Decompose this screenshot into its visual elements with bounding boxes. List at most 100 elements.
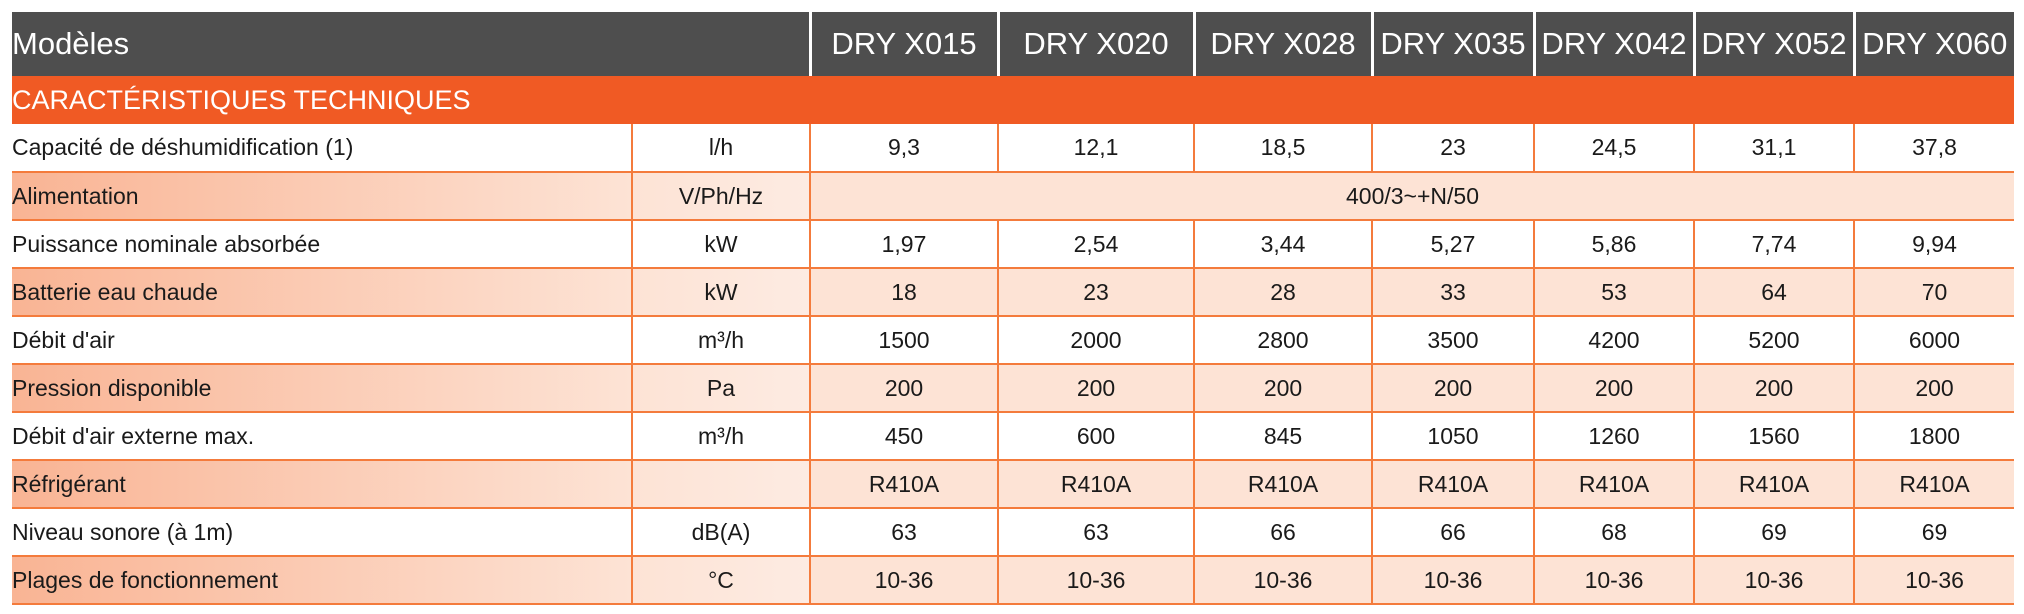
cell-value-span: 400/3~+N/50: [809, 172, 2014, 221]
cell-value: 200: [809, 364, 998, 413]
row-label: Réfrigérant: [12, 460, 632, 509]
cell-value: 5,86: [1533, 220, 1694, 269]
row-label: Plages de fonctionnement: [12, 556, 632, 605]
row-unit: V/Ph/Hz: [631, 172, 810, 221]
cell-value: 1260: [1533, 412, 1694, 461]
header-model: DRY X035: [1370, 12, 1534, 76]
cell-value: R410A: [1371, 460, 1534, 509]
cell-value: 12,1: [997, 124, 1194, 173]
header-model: DRY X015: [808, 12, 998, 76]
cell-value: 31,1: [1693, 124, 1854, 173]
cell-value: 6000: [1853, 316, 2014, 365]
cell-value: 1,97: [809, 220, 998, 269]
cell-value: R410A: [1533, 460, 1694, 509]
cell-value: 28: [1193, 268, 1372, 317]
cell-value: 450: [809, 412, 998, 461]
table-row: Capacité de déshumidification (1) l/h 9,…: [12, 124, 2014, 173]
row-unit: kW: [631, 220, 810, 269]
row-unit: °C: [631, 556, 810, 605]
cell-value: R410A: [997, 460, 1194, 509]
cell-value: 33: [1371, 268, 1534, 317]
cell-value: 64: [1693, 268, 1854, 317]
cell-value: 5200: [1693, 316, 1854, 365]
row-label: Capacité de déshumidification (1): [12, 124, 632, 173]
cell-value: 10-36: [1371, 556, 1534, 605]
cell-value: 200: [1193, 364, 1372, 413]
table-row: Alimentation V/Ph/Hz 400/3~+N/50: [12, 172, 2014, 221]
row-unit: m³/h: [631, 316, 810, 365]
section-row: CARACTÉRISTIQUES TECHNIQUES: [12, 76, 2014, 124]
cell-value: 200: [1853, 364, 2014, 413]
table-row: Batterie eau chaude kW 18 23 28 33 53 64…: [12, 268, 2014, 317]
cell-value: 1560: [1693, 412, 1854, 461]
cell-value: 200: [997, 364, 1194, 413]
cell-value: 1050: [1371, 412, 1534, 461]
header-model: DRY X020: [996, 12, 1194, 76]
cell-value: 24,5: [1533, 124, 1694, 173]
cell-value: 69: [1853, 508, 2014, 557]
header-model: DRY X028: [1192, 12, 1372, 76]
header-row: Modèles DRY X015 DRY X020 DRY X028 DRY X…: [12, 12, 2014, 76]
header-models-label: Modèles: [12, 12, 810, 76]
table-row: Débit d'air externe max. m³/h 450 600 84…: [12, 412, 2014, 461]
header-model: DRY X052: [1692, 12, 1854, 76]
cell-value: R410A: [1853, 460, 2014, 509]
header-model: DRY X060: [1852, 12, 2014, 76]
cell-value: 53: [1533, 268, 1694, 317]
cell-value: 69: [1693, 508, 1854, 557]
cell-value: 18,5: [1193, 124, 1372, 173]
cell-value: 9,3: [809, 124, 998, 173]
cell-value: 18: [809, 268, 998, 317]
row-label: Débit d'air: [12, 316, 632, 365]
row-unit: kW: [631, 268, 810, 317]
row-unit: m³/h: [631, 412, 810, 461]
table-row: Plages de fonctionnement °C 10-36 10-36 …: [12, 556, 2014, 605]
header-model: DRY X042: [1532, 12, 1694, 76]
cell-value: 10-36: [1193, 556, 1372, 605]
row-unit: [631, 460, 810, 509]
cell-value: 66: [1371, 508, 1534, 557]
cell-value: 845: [1193, 412, 1372, 461]
cell-value: 37,8: [1853, 124, 2014, 173]
cell-value: 70: [1853, 268, 2014, 317]
row-label: Niveau sonore (à 1m): [12, 508, 632, 557]
row-label: Pression disponible: [12, 364, 632, 413]
cell-value: 10-36: [1853, 556, 2014, 605]
cell-value: 2,54: [997, 220, 1194, 269]
table-row: Pression disponible Pa 200 200 200 200 2…: [12, 364, 2014, 413]
cell-value: 66: [1193, 508, 1372, 557]
row-label: Puissance nominale absorbée: [12, 220, 632, 269]
cell-value: 1800: [1853, 412, 2014, 461]
cell-value: 68: [1533, 508, 1694, 557]
table-row: Niveau sonore (à 1m) dB(A) 63 63 66 66 6…: [12, 508, 2014, 557]
cell-value: R410A: [1693, 460, 1854, 509]
cell-value: 63: [809, 508, 998, 557]
row-label: Batterie eau chaude: [12, 268, 632, 317]
cell-value: 63: [997, 508, 1194, 557]
section-title: CARACTÉRISTIQUES TECHNIQUES: [12, 76, 2014, 124]
row-unit: Pa: [631, 364, 810, 413]
row-label: Débit d'air externe max.: [12, 412, 632, 461]
cell-value: R410A: [809, 460, 998, 509]
spec-table: Modèles DRY X015 DRY X020 DRY X028 DRY X…: [12, 12, 2014, 605]
cell-value: 5,27: [1371, 220, 1534, 269]
cell-value: 200: [1693, 364, 1854, 413]
cell-value: 23: [997, 268, 1194, 317]
cell-value: 7,74: [1693, 220, 1854, 269]
cell-value: 3500: [1371, 316, 1534, 365]
cell-value: 2800: [1193, 316, 1372, 365]
cell-value: 200: [1371, 364, 1534, 413]
cell-value: 23: [1371, 124, 1534, 173]
cell-value: 3,44: [1193, 220, 1372, 269]
cell-value: 10-36: [809, 556, 998, 605]
row-label: Alimentation: [12, 172, 632, 221]
cell-value: 9,94: [1853, 220, 2014, 269]
cell-value: 1500: [809, 316, 998, 365]
table-row: Débit d'air m³/h 1500 2000 2800 3500 420…: [12, 316, 2014, 365]
row-unit: l/h: [631, 124, 810, 173]
cell-value: 10-36: [1693, 556, 1854, 605]
cell-value: 2000: [997, 316, 1194, 365]
cell-value: 600: [997, 412, 1194, 461]
cell-value: 10-36: [1533, 556, 1694, 605]
